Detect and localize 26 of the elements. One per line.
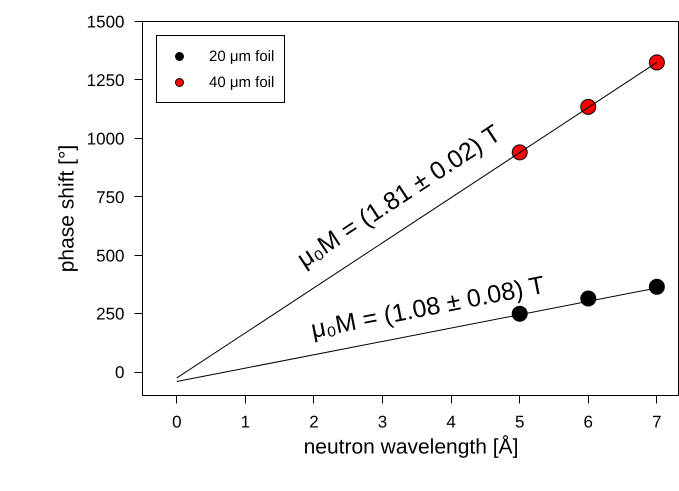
y-tick-label: 750 [96, 188, 125, 207]
x-axis-title: neutron wavelength [Å] [304, 434, 518, 458]
y-axis-title: phase shift [°] [56, 144, 79, 272]
y-tick-label: 1000 [86, 129, 125, 148]
x-tick-label: 6 [584, 412, 594, 432]
x-tick-label: 1 [240, 412, 250, 432]
y-tick-label: 0 [115, 363, 125, 382]
x-tick-label: 2 [309, 412, 319, 432]
annotation: μ₀M = (1.08 ± 0.08) T [308, 271, 548, 344]
y-tick-label: 1250 [86, 70, 125, 90]
x-tick-label: 4 [446, 412, 456, 432]
point [580, 98, 596, 115]
y-tick-label: 500 [96, 246, 125, 266]
point [512, 144, 528, 160]
x-tick-label: 3 [378, 412, 388, 432]
legend-label: 40 μm foil [209, 74, 274, 90]
x-tick-label: 0 [172, 412, 182, 432]
legend-label: 20 μm foil [209, 48, 274, 64]
point [648, 278, 665, 295]
x-tick-label: 5 [514, 412, 524, 432]
y-tick-label: 250 [96, 304, 125, 324]
point [648, 54, 665, 70]
point [512, 306, 528, 322]
point [580, 290, 596, 306]
x-tick-label: 7 [652, 412, 662, 432]
y-tick-label: 1500 [86, 12, 125, 32]
